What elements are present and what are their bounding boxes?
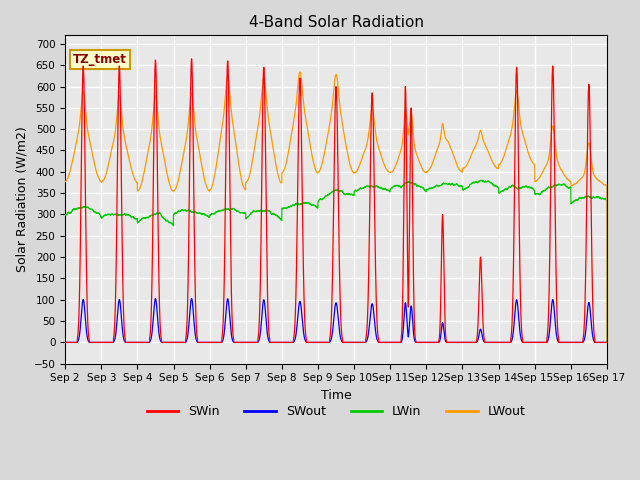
X-axis label: Time: Time (321, 389, 351, 402)
Text: TZ_tmet: TZ_tmet (73, 53, 127, 66)
Title: 4-Band Solar Radiation: 4-Band Solar Radiation (248, 15, 424, 30)
Legend: SWin, SWout, LWin, LWout: SWin, SWout, LWin, LWout (141, 400, 531, 423)
Y-axis label: Solar Radiation (W/m2): Solar Radiation (W/m2) (15, 127, 28, 273)
